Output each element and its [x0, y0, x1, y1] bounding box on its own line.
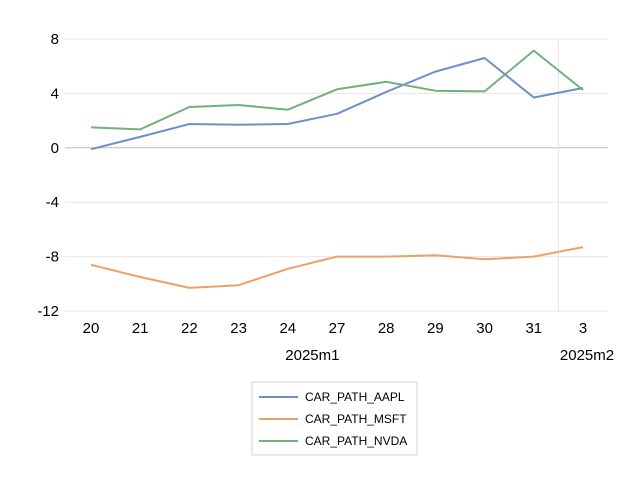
x-tick-label: 30 — [476, 320, 493, 337]
x-tick-label: 21 — [132, 320, 149, 337]
legend-label-nvda: CAR_PATH_NVDA — [305, 434, 407, 448]
x-tick-label: 23 — [230, 320, 247, 337]
series-line-car-path-nvda — [90, 49, 584, 131]
y-axis-ticks: 8 4 0 -4 -8 -12 — [37, 31, 59, 320]
legend-item-msft: CAR_PATH_MSFT — [259, 412, 407, 426]
x-tick-label: 29 — [427, 320, 444, 337]
x-tick-label: 3 — [579, 320, 587, 337]
x-tick-label: 31 — [525, 320, 542, 337]
y-tick-label: -4 — [46, 194, 59, 211]
x-tick-label: 28 — [378, 320, 395, 337]
series-line-car-path-aapl — [90, 57, 584, 151]
x-tick-label: 22 — [181, 320, 198, 337]
y-tick-label: 0 — [51, 140, 59, 157]
series-line-car-path-msft — [90, 246, 584, 289]
x-tick-label: 20 — [83, 320, 100, 337]
gridlines — [65, 38, 608, 312]
legend: CAR_PATH_AAPL CAR_PATH_MSFT CAR_PATH_NVD… — [251, 381, 418, 456]
y-tick-label: 4 — [51, 85, 59, 102]
y-tick-label: 8 — [51, 31, 59, 48]
y-tick-label: -8 — [46, 249, 59, 266]
x-tick-label: 24 — [279, 320, 296, 337]
x-axis-ticks: 20 21 22 23 24 27 28 29 30 31 3 — [83, 320, 588, 337]
legend-item-nvda: CAR_PATH_NVDA — [259, 434, 407, 448]
month-label: 2025m2 — [560, 347, 614, 364]
legend-label-aapl: CAR_PATH_AAPL — [305, 390, 405, 404]
legend-label-msft: CAR_PATH_MSFT — [305, 412, 407, 426]
legend-item-aapl: CAR_PATH_AAPL — [259, 390, 405, 404]
y-tick-label: -12 — [37, 303, 59, 320]
series-lines — [90, 49, 584, 289]
x-tick-label: 27 — [329, 320, 346, 337]
month-label: 2025m1 — [285, 347, 339, 364]
x-axis-month-labels: 2025m1 2025m2 — [285, 347, 614, 364]
